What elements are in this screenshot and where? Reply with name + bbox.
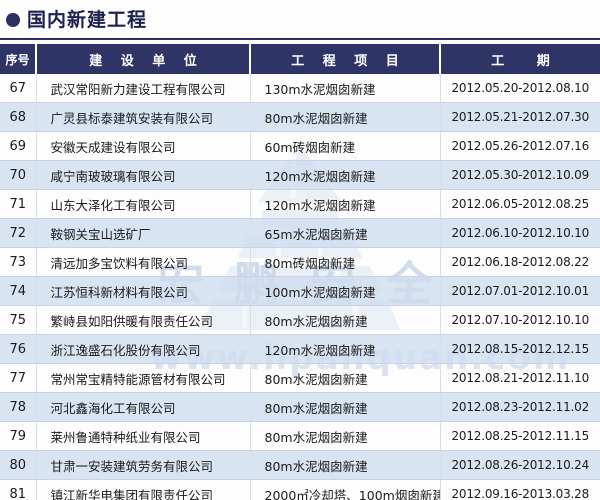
cell-project: 120m水泥烟囱新建 [250,334,441,364]
cell-index: 79 [0,421,37,451]
table-header: 序号 建 设 单 位 工 程 项 目 工 期 [0,44,600,74]
cell-duration: 2012.05.30-2012.10.09 [440,160,600,190]
cell-duration: 2012.09.16-2013.03.28 [440,479,600,500]
table-row[interactable]: 80 甘肃一安装建筑劳务有限公司 80m水泥烟囱新建 2012.08.26-2012.… [0,450,600,480]
cell-project: 65m水泥烟囱新建 [250,218,441,248]
cell-project: 120m水泥烟囱新建 [250,160,441,190]
table-header-row: 序号 建 设 单 位 工 程 项 目 工 期 [0,44,600,74]
cell-duration: 2012.06.18-2012.08.22 [440,247,600,277]
cell-duration: 2012.08.21-2012.11.10 [440,363,600,393]
table-row[interactable]: 78 河北鑫海化工有限公司 80m水泥烟囱新建 2012.08.23-2012.11.… [0,392,600,422]
cell-unit: 清远加多宝饮料有限公司 [36,247,251,277]
table-row[interactable]: 79 莱州鲁通特种纸业有限公司 80m水泥烟囱新建 2012.08.25-2012.1… [0,421,600,451]
cell-duration: 2012.05.20-2012.08.10 [440,74,600,103]
table-row[interactable]: 75 繁峙县如阳供暖有限责任公司 80m水泥烟囱新建 2012.07.10-2012.… [0,305,600,335]
cell-unit: 浙江逸盛石化股份有限公司 [36,334,251,364]
table-row[interactable]: 76 浙江逸盛石化股份有限公司 120m水泥烟囱新建 2012.08.15-2012.… [0,334,600,364]
cell-duration: 2012.05.26-2012.07.16 [440,131,600,161]
cell-index: 74 [0,276,37,306]
cell-duration: 2012.08.23-2012.11.02 [440,392,600,422]
cell-index: 73 [0,247,37,277]
cell-index: 69 [0,131,37,161]
table-row[interactable]: 67 武汉常阳新力建设工程有限公司 130m水泥烟囱新建 2012.05.20-201… [0,74,600,103]
cell-unit: 常州常宝精特能源管材有限公司 [36,363,251,393]
cell-project: 80m水泥烟囱新建 [250,363,441,393]
cell-duration: 2012.08.26-2012.10.24 [440,450,600,480]
cell-unit: 安徽天成建设有限公司 [36,131,251,161]
cell-duration: 2012.06.05-2012.08.25 [440,189,600,219]
cell-index: 81 [0,479,37,500]
cell-unit: 莱州鲁通特种纸业有限公司 [36,421,251,451]
table-body: 67 武汉常阳新力建设工程有限公司 130m水泥烟囱新建 2012.05.20-201… [0,74,600,500]
table-row[interactable]: 68 广灵县标泰建筑安装有限公司 80m水泥烟囱新建 2012.05.21-2012.… [0,102,600,132]
cell-duration: 2012.05.21-2012.07.30 [440,102,600,132]
cell-index: 76 [0,334,37,364]
cell-project: 80m水泥烟囱新建 [250,450,441,480]
cell-index: 75 [0,305,37,335]
cell-project: 80m砖烟囱新建 [250,247,441,277]
projects-table: 序号 建 设 单 位 工 程 项 目 工 期 67 武汉常阳新力建设工程有限公司 1… [0,44,600,500]
cell-project: 100m水泥烟囱新建 [250,276,441,306]
column-header-duration[interactable]: 工 期 [440,44,600,74]
table-row[interactable]: 69 安徽天成建设有限公司 60m砖烟囱新建 2012.05.26-2012.07.1… [0,131,600,161]
table-row[interactable]: 74 江苏恒科新材料有限公司 100m水泥烟囱新建 2012.07.01-2012.1… [0,276,600,306]
cell-unit: 江苏恒科新材料有限公司 [36,276,251,306]
cell-unit: 河北鑫海化工有限公司 [36,392,251,422]
cell-project: 60m砖烟囱新建 [250,131,441,161]
cell-index: 70 [0,160,37,190]
cell-project: 120m水泥烟囱新建 [250,189,441,219]
table-row[interactable]: 71 山东大泽化工有限公司 120m水泥烟囱新建 2012.06.05-2012.08… [0,189,600,219]
cell-index: 77 [0,363,37,393]
cell-duration: 2012.08.15-2012.12.15 [440,334,600,364]
table-row[interactable]: 72 鞍钢关宝山选矿厂 65m水泥烟囱新建 2012.06.10-2012.10.10 [0,218,600,248]
table-row[interactable]: 73 清远加多宝饮料有限公司 80m砖烟囱新建 2012.06.18-2012.08.… [0,247,600,277]
cell-duration: 2012.06.10-2012.10.10 [440,218,600,248]
cell-index: 72 [0,218,37,248]
cell-unit: 山东大泽化工有限公司 [36,189,251,219]
projects-table-container: 序号 建 设 单 位 工 程 项 目 工 期 67 武汉常阳新力建设工程有限公司 1… [0,44,600,500]
cell-duration: 2012.07.01-2012.10.01 [440,276,600,306]
page-title: 国内新建工程 [27,8,148,31]
cell-unit: 繁峙县如阳供暖有限责任公司 [36,305,251,335]
table-row[interactable]: 70 咸宁南玻玻璃有限公司 120m水泥烟囱新建 2012.05.30-2012.10… [0,160,600,190]
cell-project: 130m水泥烟囱新建 [250,74,441,103]
page-title-bar: 国内新建工程 [0,0,600,40]
cell-unit: 镇江新华电集团有限责任公司 [36,479,251,500]
cell-project: 80m水泥烟囱新建 [250,421,441,451]
cell-index: 78 [0,392,37,422]
cell-index: 67 [0,74,37,103]
cell-unit: 武汉常阳新力建设工程有限公司 [36,74,251,103]
cell-project: 80m水泥烟囱新建 [250,392,441,422]
title-underline-divider [0,38,600,40]
cell-project: 80m水泥烟囱新建 [250,102,441,132]
bullet-circle-icon [6,13,20,27]
cell-index: 68 [0,102,37,132]
cell-unit: 甘肃一安装建筑劳务有限公司 [36,450,251,480]
table-row[interactable]: 77 常州常宝精特能源管材有限公司 80m水泥烟囱新建 2012.08.21-2012… [0,363,600,393]
cell-duration: 2012.08.25-2012.11.15 [440,421,600,451]
cell-duration: 2012.07.10-2012.10.10 [440,305,600,335]
column-header-project[interactable]: 工 程 项 目 [250,44,441,74]
table-row[interactable]: 81 镇江新华电集团有限责任公司 2000㎡冷却塔、100m烟囱新建 2012.09.… [0,479,600,500]
cell-project: 80m水泥烟囱新建 [250,305,441,335]
cell-unit: 广灵县标泰建筑安装有限公司 [36,102,251,132]
cell-unit: 咸宁南玻玻璃有限公司 [36,160,251,190]
cell-index: 71 [0,189,37,219]
cell-index: 80 [0,450,37,480]
cell-unit: 鞍钢关宝山选矿厂 [36,218,251,248]
column-header-unit[interactable]: 建 设 单 位 [36,44,251,74]
cell-project: 2000㎡冷却塔、100m烟囱新建 [250,479,441,500]
column-header-index[interactable]: 序号 [0,44,37,74]
